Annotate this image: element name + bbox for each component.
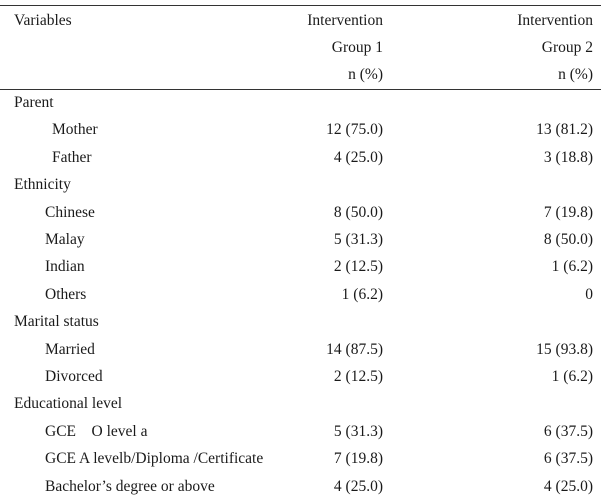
group2-value: 0	[585, 285, 593, 303]
table-row: Others 1 (6.2) 0	[0, 281, 601, 308]
header-group2-line2: Group 2	[541, 39, 593, 56]
header-row-1: Variables Intervention Intervention	[0, 7, 601, 34]
group1-value: 7 (19.8)	[333, 450, 383, 468]
group1-value: 8 (50.0)	[333, 203, 383, 221]
group2-value: 4 (25.0)	[543, 477, 593, 495]
table-row: Malay 5 (31.3) 8 (50.0)	[0, 226, 601, 253]
row-label: Others	[45, 285, 87, 303]
table-section-row: Marital status	[0, 308, 601, 335]
table-row: Bachelor’s degree or above 4 (25.0) 4 (25.…	[0, 473, 601, 500]
header-group1-line2: Group 1	[331, 39, 383, 56]
table-section-row: Parent	[0, 89, 601, 116]
group2-value: 15 (93.8)	[536, 340, 593, 358]
group2-value: 8 (50.0)	[543, 231, 593, 248]
row-label: Bachelor’s degree or above	[45, 477, 215, 495]
group2-value: 1 (6.2)	[551, 368, 593, 385]
table-row: Divorced 2 (12.5) 1 (6.2)	[0, 363, 601, 390]
header-group1-line1: Intervention	[307, 12, 383, 29]
group2-value: 6 (37.5)	[543, 422, 593, 440]
header-row-2: Group 1 Group 2	[0, 34, 601, 61]
row-label: Educational level	[14, 395, 123, 413]
table-section-row: Educational level	[0, 390, 601, 417]
group1-value: 12 (75.0)	[326, 121, 383, 139]
group1-value: 4 (25.0)	[333, 477, 383, 495]
group1-value: 5 (31.3)	[333, 422, 383, 440]
table-row: Indian 2 (12.5) 1 (6.2)	[0, 253, 601, 280]
group2-value: 7 (19.8)	[543, 203, 593, 221]
group2-value: 13 (81.2)	[536, 121, 593, 139]
row-label: GCE A levelb/Diploma /Certificate	[45, 450, 264, 468]
group1-value: 1 (6.2)	[341, 285, 383, 303]
table-row: Chinese 8 (50.0) 7 (19.8)	[0, 199, 601, 226]
table-row: GCE O level a 5 (31.3) 6 (37.5)	[0, 418, 601, 445]
table-section-row: Ethnicity	[0, 171, 601, 198]
group1-value: 4 (25.0)	[333, 148, 383, 166]
row-label: Parent	[14, 94, 54, 111]
row-label: Malay	[45, 231, 85, 248]
table-row: Father 4 (25.0) 3 (18.8)	[0, 144, 601, 171]
table-row: Married 14 (87.5) 15 (93.8)	[0, 336, 601, 363]
row-label: Ethnicity	[14, 176, 71, 194]
header-group1-line3: n (%)	[348, 66, 383, 83]
row-label: Father	[52, 148, 92, 166]
header-variables: Variables	[14, 12, 72, 29]
table-row: GCE A levelb/Diploma /Certificate 7 (19.8…	[0, 445, 601, 472]
group2-value: 6 (37.5)	[543, 450, 593, 468]
group1-value: 14 (87.5)	[326, 340, 383, 358]
row-label: Mother	[52, 121, 98, 139]
row-label: GCE O level a	[45, 422, 148, 440]
header-rule	[0, 89, 601, 90]
group1-value: 2 (12.5)	[333, 368, 383, 385]
row-label: Divorced	[45, 368, 103, 385]
header-group2-line1: Intervention	[517, 12, 593, 29]
header-group2-line3: n (%)	[558, 66, 593, 83]
row-label: Married	[45, 340, 95, 358]
top-rule	[0, 5, 601, 6]
group1-value: 5 (31.3)	[333, 231, 383, 248]
table-row: Mother 12 (75.0) 13 (81.2)	[0, 116, 601, 143]
row-label: Indian	[45, 258, 85, 276]
group2-value: 1 (6.2)	[551, 258, 593, 276]
header-row-3: n (%) n (%)	[0, 61, 601, 88]
row-label: Chinese	[45, 203, 95, 221]
group1-value: 2 (12.5)	[333, 258, 383, 276]
row-label: Marital status	[14, 313, 99, 331]
group2-value: 3 (18.8)	[543, 148, 593, 166]
